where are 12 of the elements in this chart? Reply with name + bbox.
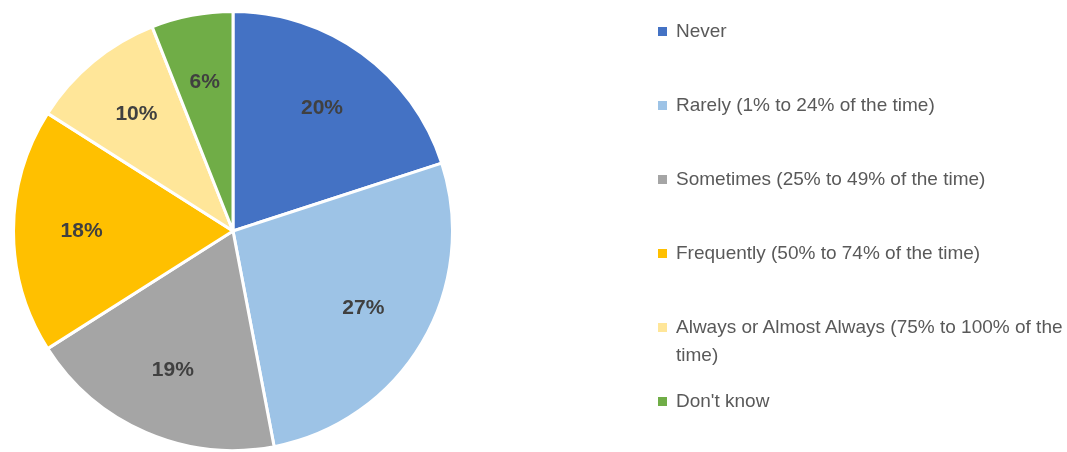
data-label: 18% [60,217,103,241]
legend-label: Sometimes (25% to 49% of the time) [676,167,986,191]
data-label: 20% [301,95,344,119]
data-label: 19% [151,356,195,380]
data-label: 6% [189,69,221,93]
legend-label: Don't know [676,389,770,413]
legend-label: Never [676,19,727,43]
legend-label: Frequently (50% to 74% of the time) [676,241,981,265]
legend-label: Rarely (1% to 24% of the time) [676,93,935,117]
data-label: 27% [342,294,385,318]
legend-label: Always or Almost Always (75% to 100% of the time) [676,315,1063,367]
data-label: 10% [115,101,158,125]
